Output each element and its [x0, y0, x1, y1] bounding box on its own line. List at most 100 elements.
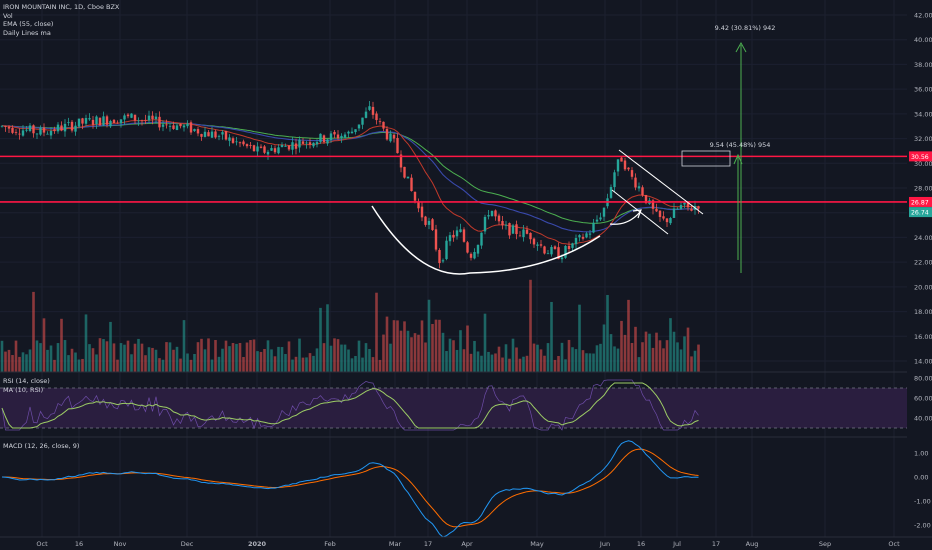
candle-body — [634, 177, 637, 188]
volume-bar — [7, 349, 11, 372]
macd-title[interactable]: MACD (12, 26, close, 9) — [3, 442, 80, 450]
candle-body — [319, 133, 322, 142]
candle-body — [172, 125, 175, 129]
candle-body — [11, 128, 14, 133]
volume-bar — [175, 346, 179, 372]
candle-body — [371, 106, 375, 115]
cup-arc — [371, 205, 601, 275]
rsi-title[interactable]: RSI (14, close) — [3, 377, 50, 385]
candle-body — [46, 133, 49, 135]
volume-bar — [350, 358, 354, 372]
volume-bar — [301, 357, 305, 372]
candle-body — [147, 115, 151, 121]
volume-bar — [420, 320, 424, 372]
volume-bar — [525, 355, 529, 372]
candle-body — [315, 142, 319, 145]
volume-bar — [214, 339, 217, 372]
candle-body — [630, 170, 634, 177]
candle-body — [683, 202, 686, 205]
candle-body — [88, 118, 91, 120]
target-measure-label: 9.42 (30.81%) 942 — [715, 24, 776, 32]
candle-body — [242, 141, 245, 145]
time-axis[interactable]: Oct 16 Nov Dec 2020 Feb Mar 17 Apr May Jun 16 Jul 17 A… — [0, 536, 932, 548]
candle-body — [546, 253, 550, 255]
vol-legend[interactable]: Vol — [3, 11, 13, 20]
candle-body — [224, 130, 228, 140]
candle-body — [424, 216, 427, 225]
volume-bar — [95, 354, 98, 372]
volume-bar — [406, 330, 410, 372]
candle-body — [378, 121, 382, 123]
candle-body — [56, 124, 60, 132]
candle-body — [210, 131, 214, 138]
price-axis[interactable]: 42.00 40.00 38.00 36.00 34.00 32.00 30.00 28.00… — [909, 12, 932, 530]
handle-arrow — [609, 211, 641, 225]
volume-bar — [504, 344, 508, 372]
volume-bar — [196, 342, 200, 372]
candle-body — [308, 142, 312, 145]
candle-body — [98, 117, 102, 126]
volume-bar — [77, 359, 81, 372]
ema-legend[interactable]: EMA (55, close) — [3, 20, 54, 28]
candle-body — [105, 116, 109, 125]
volume-bar — [123, 344, 126, 372]
candle-body — [669, 218, 672, 224]
rsi-ma-title[interactable]: MA (10, RSI) — [3, 385, 44, 394]
candle-body — [49, 130, 53, 136]
candle-body — [35, 133, 39, 135]
date-tick: Feb — [324, 540, 336, 548]
candle-body — [455, 230, 459, 237]
volume-bar — [480, 355, 483, 372]
candle-body — [217, 135, 221, 137]
candle-body — [581, 236, 585, 239]
volume-bar — [459, 330, 462, 372]
candle-body — [571, 243, 574, 248]
candle-body — [434, 229, 438, 250]
candle-body — [322, 135, 326, 143]
volume-bar — [396, 320, 399, 372]
volume-bar — [126, 340, 130, 372]
price-tick: 32.00 — [914, 135, 932, 143]
volume-bar — [291, 359, 294, 372]
date-tick: 17 — [424, 540, 432, 548]
volume-bar — [578, 304, 581, 372]
candle-body — [284, 146, 287, 147]
candle-body — [389, 133, 392, 142]
candle-body — [410, 177, 413, 191]
candle-body — [476, 244, 480, 254]
volume-bar — [403, 321, 406, 372]
candle-body — [532, 238, 536, 245]
candle-body — [238, 142, 242, 144]
volume-bar — [140, 343, 144, 372]
candle-body — [406, 176, 410, 179]
volume-bar — [172, 349, 175, 372]
volume-bar — [588, 353, 592, 372]
daily-lines-legend[interactable]: Daily Lines ma — [3, 28, 51, 37]
candle-body — [445, 240, 448, 260]
volume-bar — [168, 342, 172, 372]
volume-bar — [511, 338, 515, 372]
volume-bar — [455, 349, 459, 372]
candle-body — [473, 252, 476, 259]
candle-body — [7, 126, 11, 129]
date-tick: Dec — [181, 540, 194, 548]
volume-bar — [427, 299, 431, 372]
volume-bar — [252, 339, 256, 372]
price-tick: 40.00 — [914, 36, 932, 44]
volume-bar — [686, 327, 690, 372]
volume-bar — [627, 299, 630, 372]
symbol-title[interactable]: IRON MOUNTAIN INC, 1D, Cboe BZX — [3, 3, 120, 11]
date-tick: Sep — [819, 540, 831, 548]
volume-bar — [648, 333, 651, 372]
candle-body — [522, 229, 525, 238]
measure-box — [681, 150, 731, 167]
candle-body — [375, 113, 378, 121]
date-tick: Oct — [888, 540, 900, 548]
volume-bar — [438, 319, 441, 372]
volume-bar — [448, 338, 452, 372]
volume-bar — [4, 351, 7, 372]
volume-bar — [102, 339, 105, 372]
volume-bar — [25, 354, 28, 372]
price-badge-label: 26.87 — [911, 199, 929, 206]
